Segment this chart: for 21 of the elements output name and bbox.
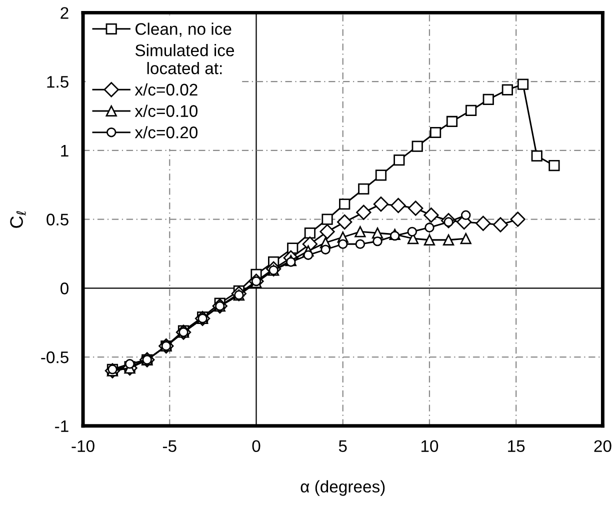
x-tick-label: -10 [72,440,94,452]
x-tick-label: -5 [162,440,176,452]
y-tick-label: 1 [61,144,68,156]
y-tick-label: -0.5 [41,351,68,364]
x-axis-title: α (degrees) [300,480,385,496]
x-tick-label: 10 [421,440,438,452]
x-tick-label: 0 [252,440,260,452]
y-tick-label: 1.5 [47,76,68,88]
x-tick-label: 5 [338,440,347,452]
x-tick-label: 15 [508,440,525,452]
y-tick-label: -1 [55,420,68,432]
x-tick-label: 20 [594,440,612,452]
legend-label: Clean, no ice [136,22,232,37]
y-tick-label: 0 [60,282,68,294]
annotation: Simulated ice located at: [135,44,234,74]
legend-label: x/c=0.02 [134,83,198,96]
legend-label: x/c=0.10 [134,104,198,117]
y-axis-title: C$_{ℓ}$ [10,211,26,228]
y-tick-label: 0.5 [46,214,68,226]
y-tick-label: 2 [60,7,68,19]
legend-label: x/c=0.20 [134,126,198,138]
